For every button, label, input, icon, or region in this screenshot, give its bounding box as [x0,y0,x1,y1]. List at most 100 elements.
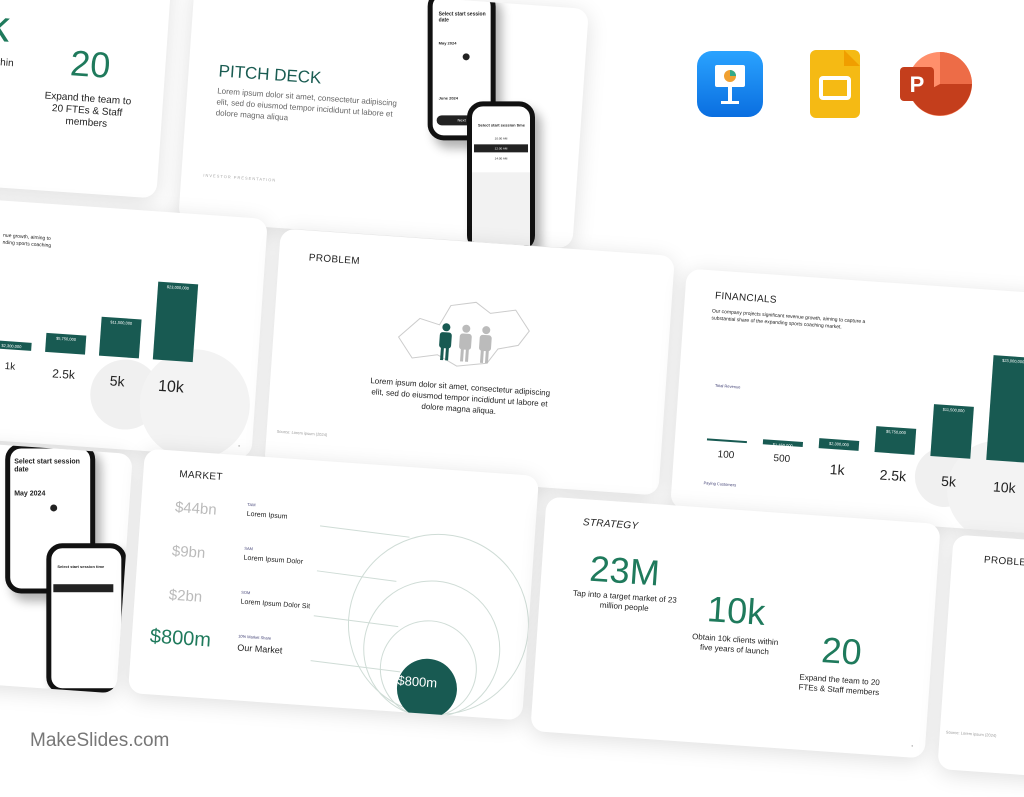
phone-month-june: June 2024 [438,95,459,101]
selected-date-dot [50,504,58,512]
market-tag: SOM [241,589,251,596]
market-tag: TAM [247,501,256,508]
market-label: Our Market [237,642,283,656]
market-title: MARKET [178,468,224,483]
bar-value-label: $23,000,000 [1001,357,1024,365]
market-tag: 10% Market Share [238,633,272,641]
bar: $23,000,000 [986,355,1024,463]
category-label: 2.5k [51,366,76,382]
bar: $2,300,000 [0,340,32,351]
bar: $5,750,000 [45,332,87,355]
bar-value-label: $1,150,000 [772,441,793,449]
phone-date-title: Select start session date [438,11,486,24]
slide-problem-fragment[interactable]: PROBLEM Source: Lorem ipsum (2024) [937,534,1024,797]
keynote-icon [697,51,763,117]
phone-mockup-time: Select start session time 10:00 AM 12:00… [467,101,536,249]
bar-value-label: $23,000,000 [166,284,190,291]
market-value: $9bn [171,542,206,562]
chart-caption: nue growth, aiming to nding sports coach… [2,232,52,250]
strategy-title: STRATEGY [582,517,639,532]
problem-title: PROBLEM [308,252,361,268]
category-label: 500 [773,453,791,466]
market-circles [310,525,529,719]
market-label: Lorem Ipsum [246,510,288,521]
strategy-caption: Expand the team to 20 FTEs & Staff membe… [798,672,881,698]
phone-time-title: Select start session time [478,122,525,128]
our-market-circle [396,658,457,719]
financials-body: Our company projects significant revenue… [711,308,866,331]
category-label: 100 [717,449,735,462]
bar-value-label: $5,750,000 [55,335,77,342]
category-label: 1k [4,361,16,373]
highlight-circle [136,345,254,459]
market-value: $800m [149,625,212,652]
phone-blank-area [472,172,531,249]
market-tag: SAM [244,545,254,552]
category-label: 10k [157,377,185,397]
google-slides-icon [810,50,860,118]
strategy-value: 23M [588,547,662,594]
slide-strategy[interactable]: STRATEGY 23M Tap into a target market of… [530,496,941,759]
category-label: 5k [940,472,957,490]
powerpoint-icon: P [900,51,972,117]
bar-value-label: $5,750,000 [885,428,907,435]
people-icon [439,323,492,364]
strategy-k-caption: s within nch [0,56,14,70]
circle-label: $800m [396,672,438,691]
strategy-caption: Obtain 10k clients within five years of … [691,632,779,657]
bar: $5,750,000 [874,425,917,455]
slide-strategy-fragment[interactable]: k s within nch 20 Expand the team to 20 … [0,0,173,199]
bar [706,438,747,444]
pitch-body: Lorem ipsum dolor sit amet, consectetur … [215,86,398,123]
page-number: • [237,443,241,450]
bar: $11,500,000 [98,316,142,359]
slide-financials-fragment[interactable]: nue growth, aiming to nding sports coach… [0,191,268,459]
financials-title: FINANCIALS [714,290,778,306]
market-value: $2bn [168,586,203,606]
slide-financials[interactable]: FINANCIALS Our company projects signific… [670,268,1024,536]
phone-time-title: Select start session time [57,564,105,570]
category-label: 2.5k [879,466,907,485]
bar: $2,300,000 [818,437,860,451]
strategy-value: 10k [705,588,767,633]
problem-source: Source: Lorem ipsum (2024) [276,428,328,438]
selected-date-dot [462,53,470,61]
strategy-caption: Tap into a target market of 23 million p… [572,588,678,613]
slide-market[interactable]: MARKET $800m $44bn TAM Lorem Ipsum $9bn SAM L… [127,448,540,721]
phone-month-may: May 2024 [438,40,457,46]
time-slot-selected [53,584,114,593]
bar: $23,000,000 [152,281,199,363]
strategy-value: 20 [820,629,864,673]
category-label: 5k [109,372,126,390]
phone-date-title: Select start session date [14,458,80,474]
strategy-k-value: k [0,1,12,52]
slide-phone-fragment[interactable]: Select start session date May 2024 Selec… [0,426,133,694]
bar-value-label [707,440,747,443]
pitch-title: PITCH DECK [218,61,323,88]
slide-problem[interactable]: PROBLEM Lorem ipsum dolor sit amet, cons… [264,228,675,496]
problem-title: PROBLEM [983,554,1024,570]
problem-source: Source: Lorem ipsum (2024) [945,729,997,738]
svg-text:P: P [910,72,925,97]
team-value: 20 [68,42,112,86]
fragment-chart: $2,300,000 1k $5,750,000 2.5k $11,500,000 5k $… [0,260,254,459]
bar-value-label: $11,500,000 [110,319,133,326]
bar-value-label: $2,300,000 [828,440,850,447]
team-caption: Expand the team to 20 FTEs & Staff membe… [44,90,132,130]
x-axis-label: Paying Customers [703,480,737,488]
category-label: 1k [829,460,846,478]
bar-value-label: $11,500,000 [942,406,965,413]
page-number: • [911,743,914,750]
market-value: $44bn [174,498,218,519]
time-slot-selected: 12:00 AM [474,144,529,153]
revenue-bar-chart: 100 $1,150,000 500 $2,300,000 1k $5,750,000 2.… [695,330,1024,536]
phone-mockup-time: Select start session time [46,543,127,694]
time-slot: 14:00 AM [494,156,508,161]
bar: $1,150,000 [762,439,804,449]
pitch-footer: INVESTOR PRESENTATION [203,172,277,183]
map-illustration [397,301,530,367]
slide-pitch-deck[interactable]: PITCH DECK Lorem ipsum dolor sit amet, c… [178,0,589,249]
watermark: MakeSlides.com [30,730,170,751]
bar-value-label: $2,300,000 [1,342,22,350]
bar: $11,500,000 [930,403,974,459]
